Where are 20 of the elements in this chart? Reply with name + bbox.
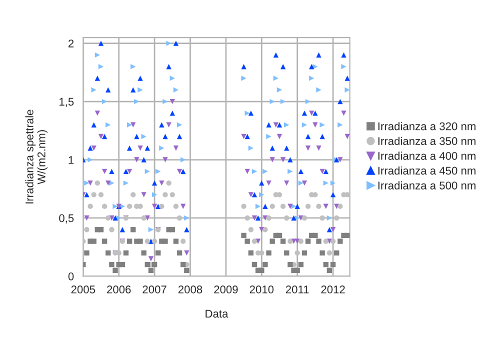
- x-tick-label: 2007: [142, 286, 166, 294]
- legend-label: Irradianza a 320 nm: [378, 122, 476, 130]
- legend-label: Irradianza a 450 nm: [378, 166, 476, 175]
- y-tick-label: 1: [68, 156, 74, 164]
- y-tick-label: 1,5: [60, 98, 74, 107]
- x-tick-label: 2009: [214, 286, 238, 294]
- x-tick-label: 2012: [321, 286, 345, 294]
- y-tick-label: 0: [68, 272, 74, 280]
- x-tick-label: 2010: [250, 286, 274, 294]
- legend-label: Irradianza a 400 nm: [378, 152, 476, 160]
- x-tick-label: 2006: [107, 286, 131, 294]
- x-axis-title: Data: [206, 310, 228, 318]
- x-tick-label: 2011: [286, 286, 309, 294]
- x-tick-label: 2005: [71, 286, 96, 294]
- y-tick-label: 2: [68, 40, 74, 48]
- y-axis-title: Irradianza spettrale W/(m2.nm): [25, 110, 48, 204]
- legend-label: Irradianza a 350 nm: [378, 136, 476, 146]
- legend-label: Irradianza a 500 nm: [378, 181, 476, 190]
- y-tick-label: 0,5: [59, 214, 74, 224]
- x-tick-label: 2008: [178, 286, 202, 294]
